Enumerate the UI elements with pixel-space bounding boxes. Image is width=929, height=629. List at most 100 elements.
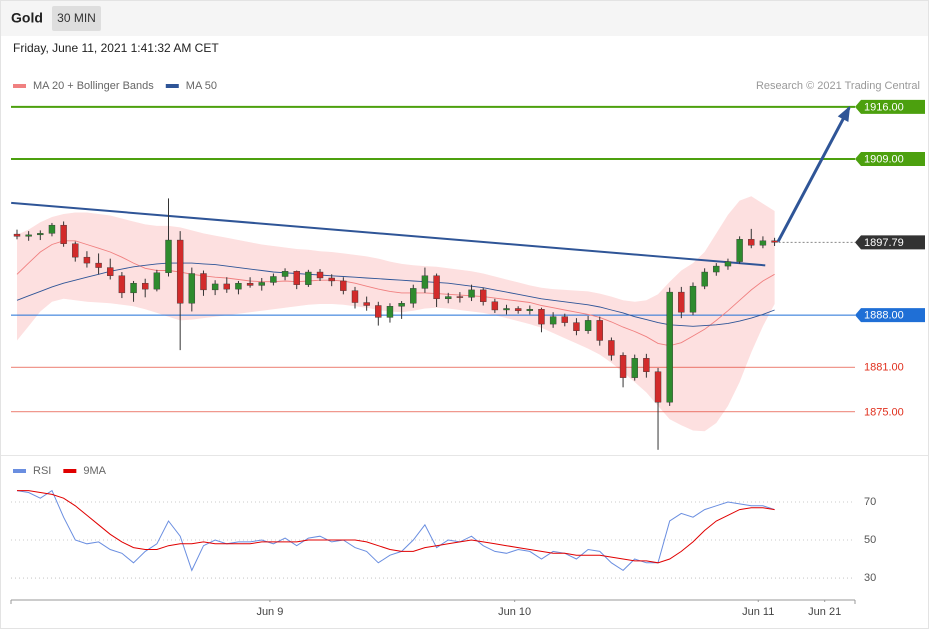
candle-body	[48, 224, 56, 234]
y-tick-label: 30	[864, 572, 876, 584]
candle-body	[223, 283, 230, 290]
candle-body	[188, 273, 196, 304]
indicator-line	[16, 489, 775, 572]
interval-button[interactable]	[52, 6, 101, 31]
candle-body	[421, 275, 429, 289]
candle-body	[503, 308, 510, 311]
indicator-line	[17, 490, 775, 564]
y-tick-label: 50	[864, 534, 876, 546]
level-label: 1888.00	[864, 310, 904, 322]
candle-body	[736, 239, 743, 262]
candle-body	[398, 303, 405, 307]
candle-body	[130, 282, 137, 294]
legend-swatch	[63, 469, 77, 473]
candle-body	[293, 271, 300, 285]
candle-body	[270, 276, 277, 283]
candle-body	[608, 340, 615, 356]
candle-body	[316, 271, 324, 279]
candle-body	[328, 277, 335, 282]
instrument-title: Gold	[11, 10, 43, 26]
candle-body	[176, 239, 184, 304]
candle-body	[95, 262, 102, 268]
candle-body	[701, 271, 708, 287]
candle-body	[666, 291, 673, 403]
level-label: 1909.00	[864, 153, 904, 165]
legend-label: RSI	[33, 465, 51, 477]
moving-average	[16, 240, 775, 347]
candle-body	[246, 282, 254, 286]
candle-body	[468, 289, 475, 298]
candle-body	[619, 355, 627, 378]
candle-body	[445, 296, 452, 300]
candle-body	[13, 233, 21, 237]
bollinger-band	[17, 196, 775, 432]
level-label-box	[855, 99, 925, 114]
level-label-box	[855, 308, 925, 323]
candle-body	[748, 239, 755, 246]
interval-label[interactable]: 30 MIN	[57, 11, 96, 25]
candle-body	[480, 289, 487, 302]
level-label-box	[855, 151, 925, 166]
candle-body	[643, 358, 650, 372]
legend-label: MA 50	[186, 80, 217, 92]
level-label: 1881.00	[864, 362, 904, 374]
moving-average	[16, 262, 775, 327]
candle-body	[83, 256, 91, 264]
candle-body	[340, 280, 347, 291]
candle-body	[678, 291, 685, 313]
candle-body	[596, 320, 603, 341]
legend-swatch	[13, 469, 26, 473]
candle-body	[724, 261, 732, 267]
level-label-box	[855, 235, 925, 250]
candle-body	[200, 273, 207, 291]
y-tick-label: 70	[864, 496, 876, 508]
candle-body	[538, 309, 545, 325]
candle-body	[235, 282, 242, 290]
candle-body	[37, 233, 44, 236]
arrow-head	[837, 105, 851, 122]
candle-body	[561, 316, 568, 323]
timestamp: Friday, June 11, 2021 1:41:32 AM CET	[13, 41, 219, 55]
header-bar	[1, 1, 928, 36]
level-label: 1897.79	[864, 237, 904, 249]
candle-body	[72, 243, 79, 258]
candle-body	[433, 275, 440, 300]
candle-body	[118, 275, 126, 294]
legend-label: 9MA	[83, 465, 106, 477]
candle-body	[654, 371, 662, 403]
candle-body	[713, 265, 720, 273]
candle-body	[410, 288, 417, 304]
candle-body	[631, 358, 638, 378]
candle-body	[573, 322, 580, 331]
x-tick-label: Jun 10	[498, 606, 531, 618]
candle-body	[526, 309, 534, 311]
candle-body	[153, 272, 161, 290]
candle-body	[60, 224, 67, 244]
candle-body	[351, 290, 359, 303]
candle-body	[375, 305, 382, 318]
legend-label: MA 20 + Bollinger Bands	[33, 80, 154, 92]
forecast-arrow	[776, 106, 851, 243]
candle-body	[165, 239, 172, 273]
candle-body	[363, 302, 370, 306]
x-tick-label: Jun 9	[256, 606, 283, 618]
x-tick-label: Jun 21	[808, 606, 841, 618]
credit: Research © 2021 Trading Central	[756, 80, 920, 92]
candle-body	[759, 240, 767, 246]
candle-body	[689, 285, 697, 313]
candle-body	[25, 234, 32, 237]
candle-body	[141, 282, 149, 290]
level-label: 1875.00	[864, 406, 904, 418]
candle-body	[491, 301, 499, 311]
candle-body	[456, 296, 464, 298]
level-label: 1916.00	[864, 101, 904, 113]
trendline	[11, 201, 766, 267]
legend-swatch	[13, 84, 26, 88]
x-tick-label: Jun 11	[742, 606, 774, 618]
candle-body	[281, 271, 289, 277]
candle-body	[258, 282, 265, 286]
candle-body	[584, 320, 592, 331]
candle-body	[386, 306, 394, 318]
